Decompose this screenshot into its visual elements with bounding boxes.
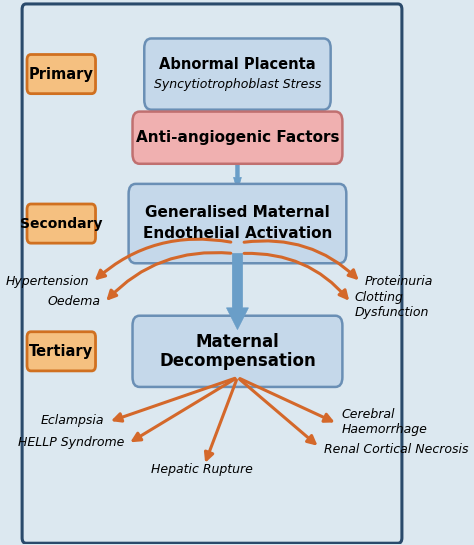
Polygon shape bbox=[227, 253, 248, 330]
Text: Anti-angiogenic Factors: Anti-angiogenic Factors bbox=[136, 130, 339, 145]
Text: Proteinuria: Proteinuria bbox=[365, 275, 433, 288]
FancyBboxPatch shape bbox=[144, 39, 331, 110]
Text: Cerebral
Haemorrhage: Cerebral Haemorrhage bbox=[341, 408, 427, 436]
FancyBboxPatch shape bbox=[27, 204, 96, 243]
Text: Syncytiotrophoblast Stress: Syncytiotrophoblast Stress bbox=[154, 78, 321, 92]
Text: Decompensation: Decompensation bbox=[159, 352, 316, 370]
Text: Generalised Maternal: Generalised Maternal bbox=[145, 205, 330, 220]
Text: Hypertension: Hypertension bbox=[5, 275, 89, 288]
Text: Renal Cortical Necrosis: Renal Cortical Necrosis bbox=[324, 443, 468, 456]
Text: Tertiary: Tertiary bbox=[29, 344, 93, 359]
Text: Endothelial Activation: Endothelial Activation bbox=[143, 226, 332, 241]
Text: Abnormal Placenta: Abnormal Placenta bbox=[159, 57, 316, 72]
Polygon shape bbox=[234, 154, 241, 191]
FancyBboxPatch shape bbox=[133, 112, 342, 164]
FancyBboxPatch shape bbox=[133, 316, 342, 387]
Text: Secondary: Secondary bbox=[20, 216, 102, 231]
Text: Oedema: Oedema bbox=[47, 295, 100, 308]
Text: Clotting
Dysfunction: Clotting Dysfunction bbox=[355, 291, 429, 319]
Text: Eclampsia: Eclampsia bbox=[41, 414, 104, 427]
Text: HELLP Syndrome: HELLP Syndrome bbox=[18, 435, 124, 449]
FancyBboxPatch shape bbox=[128, 184, 346, 263]
Polygon shape bbox=[234, 100, 241, 118]
Text: Primary: Primary bbox=[29, 66, 94, 82]
Text: Maternal: Maternal bbox=[196, 332, 279, 350]
FancyBboxPatch shape bbox=[27, 54, 96, 94]
FancyBboxPatch shape bbox=[27, 332, 96, 371]
FancyBboxPatch shape bbox=[22, 4, 402, 543]
Text: Hepatic Rupture: Hepatic Rupture bbox=[151, 463, 253, 476]
